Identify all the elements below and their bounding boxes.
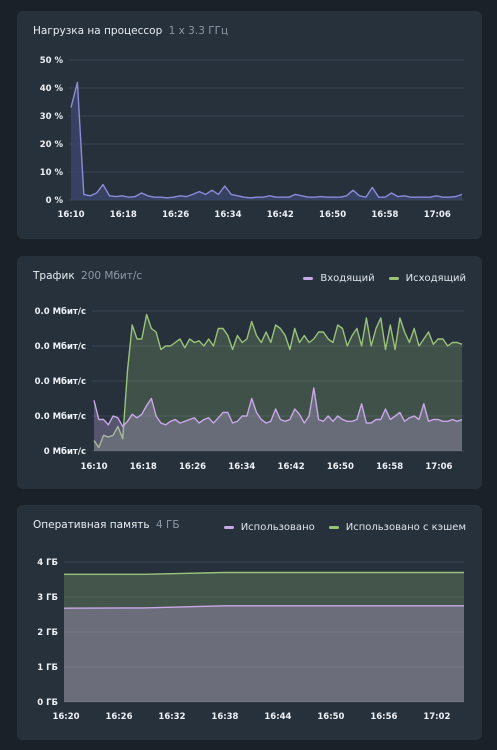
memory-x-tick-label: 16:26: [105, 712, 132, 722]
memory-x-tick-label: 16:56: [370, 712, 397, 722]
traffic-series-line-0: [93, 313, 463, 449]
cpu-y-tick-label: 20 %: [40, 140, 64, 150]
traffic-series-line-1: [93, 387, 463, 428]
memory-x-tick-label: 16:50: [317, 712, 344, 722]
legend-incoming[interactable]: Входящий: [303, 273, 375, 284]
legend-incoming-label: Входящий: [320, 273, 375, 284]
traffic-series-area-1: [94, 388, 462, 451]
memory-y-tick-label: 3 ГБ: [37, 593, 58, 603]
traffic-x-tick-label: 16:26: [179, 462, 206, 472]
memory-x-tick-label: 16:38: [211, 712, 238, 722]
cpu-x-tick-label: 16:34: [214, 210, 241, 220]
traffic-x-tick-label: 16:50: [327, 462, 354, 472]
memory-x-tick-label: 17:02: [423, 712, 450, 722]
traffic-x-tick-label: 16:34: [228, 462, 255, 472]
traffic-legend: Входящий Исходящий: [303, 273, 466, 284]
cpu-series-area-0: [71, 82, 462, 200]
memory-x-tick-label: 16:44: [264, 712, 291, 722]
memory-y-tick-label: 2 ГБ: [37, 628, 58, 638]
traffic-y-tick-label: 0 Мбит/с: [44, 446, 86, 457]
cpu-x-tick-label: 16:50: [319, 210, 346, 220]
cpu-y-tick-label: 30 %: [40, 112, 64, 122]
incoming-swatch-icon: [303, 277, 314, 280]
cpu-card-title: Нагрузка на процессор 1 x 3.3 ГГц: [33, 25, 228, 37]
traffic-x-tick-label: 16:18: [130, 462, 157, 472]
cpu-y-tick-label: 0 %: [46, 196, 64, 206]
traffic-x-tick-label: 17:06: [425, 462, 452, 472]
legend-used[interactable]: Использовано: [223, 522, 315, 533]
memory-y-tick-label: 0 ГБ: [37, 698, 58, 708]
cpu-title: Нагрузка на процессор: [33, 25, 163, 37]
legend-outgoing[interactable]: Исходящий: [388, 273, 466, 284]
cached-swatch-icon: [328, 526, 339, 529]
memory-legend: Использовано Использовано с кэшем: [223, 522, 466, 533]
traffic-x-tick-label: 16:58: [376, 462, 403, 472]
cpu-y-tick-label: 50 %: [40, 56, 64, 66]
memory-title: Оперативная память: [33, 519, 150, 531]
cpu-y-tick-label: 10 %: [40, 168, 64, 178]
traffic-y-tick-label: 0.0 Мбит/с: [35, 341, 86, 352]
memory-x-tick-label: 16:32: [158, 712, 185, 722]
outgoing-swatch-icon: [388, 277, 399, 280]
memory-chart[interactable]: 0 ГБ 1 ГБ 2 ГБ 3 ГБ 4 ГБ 16:20 16:26 16:32 16:38…: [17, 505, 482, 740]
traffic-y-tick-label: 0.0 Мбит/с: [35, 376, 86, 387]
used-swatch-icon: [223, 526, 234, 529]
memory-subtitle: 4 ГБ: [155, 519, 180, 531]
legend-used-label: Использовано: [240, 522, 315, 533]
legend-outgoing-label: Исходящий: [405, 273, 466, 284]
memory-series-line-1: [63, 605, 464, 609]
traffic-x-tick-label: 16:10: [80, 462, 107, 472]
traffic-subtitle: 200 Мбит/с: [81, 270, 143, 282]
traffic-x-tick-label: 16:42: [278, 462, 305, 472]
memory-series-area-1: [64, 605, 464, 702]
cpu-x-tick-label: 17:06: [424, 210, 451, 220]
traffic-card: Трафик 200 Мбит/с Входящий Исходящий 0 М…: [17, 256, 482, 489]
cpu-y-tick-label: 40 %: [40, 84, 64, 94]
traffic-card-title: Трафик 200 Мбит/с: [33, 270, 142, 282]
cpu-load-card: Нагрузка на процессор 1 x 3.3 ГГц 0 % 10 …: [17, 11, 482, 239]
traffic-y-tick-label: 0.0 Мбит/с: [35, 306, 86, 317]
traffic-title: Трафик: [33, 270, 75, 282]
memory-y-tick-label: 4 ГБ: [37, 558, 58, 568]
traffic-y-tick-label: 0.0 Мбит/с: [35, 411, 86, 422]
memory-series-line-0: [64, 571, 464, 575]
memory-card-title: Оперативная память 4 ГБ: [33, 519, 180, 531]
cpu-x-tick-label: 16:18: [110, 210, 137, 220]
traffic-chart[interactable]: 0 Мбит/с 0.0 Мбит/с 0.0 Мбит/с 0.0 Мбит/с 0.…: [17, 256, 482, 489]
memory-x-tick-label: 16:20: [52, 712, 79, 722]
memory-card: Оперативная память 4 ГБ Использовано Исп…: [17, 505, 482, 740]
cpu-load-chart[interactable]: 0 % 10 % 20 % 30 % 40 % 50 % 16:10 16:18 16:26 16…: [17, 11, 482, 239]
cpu-x-tick-label: 16:26: [162, 210, 189, 220]
legend-cached[interactable]: Использовано с кэшем: [328, 522, 466, 533]
cpu-series-line-0: [70, 81, 463, 199]
cpu-x-tick-label: 16:10: [57, 210, 84, 220]
cpu-x-tick-label: 16:58: [371, 210, 398, 220]
traffic-series-area-0: [94, 314, 462, 451]
cpu-subtitle: 1 x 3.3 ГГц: [168, 25, 229, 37]
legend-cached-label: Использовано с кэшем: [345, 522, 466, 533]
memory-series-area-0: [64, 572, 464, 702]
cpu-x-tick-label: 16:42: [267, 210, 294, 220]
memory-y-tick-label: 1 ГБ: [37, 663, 58, 673]
